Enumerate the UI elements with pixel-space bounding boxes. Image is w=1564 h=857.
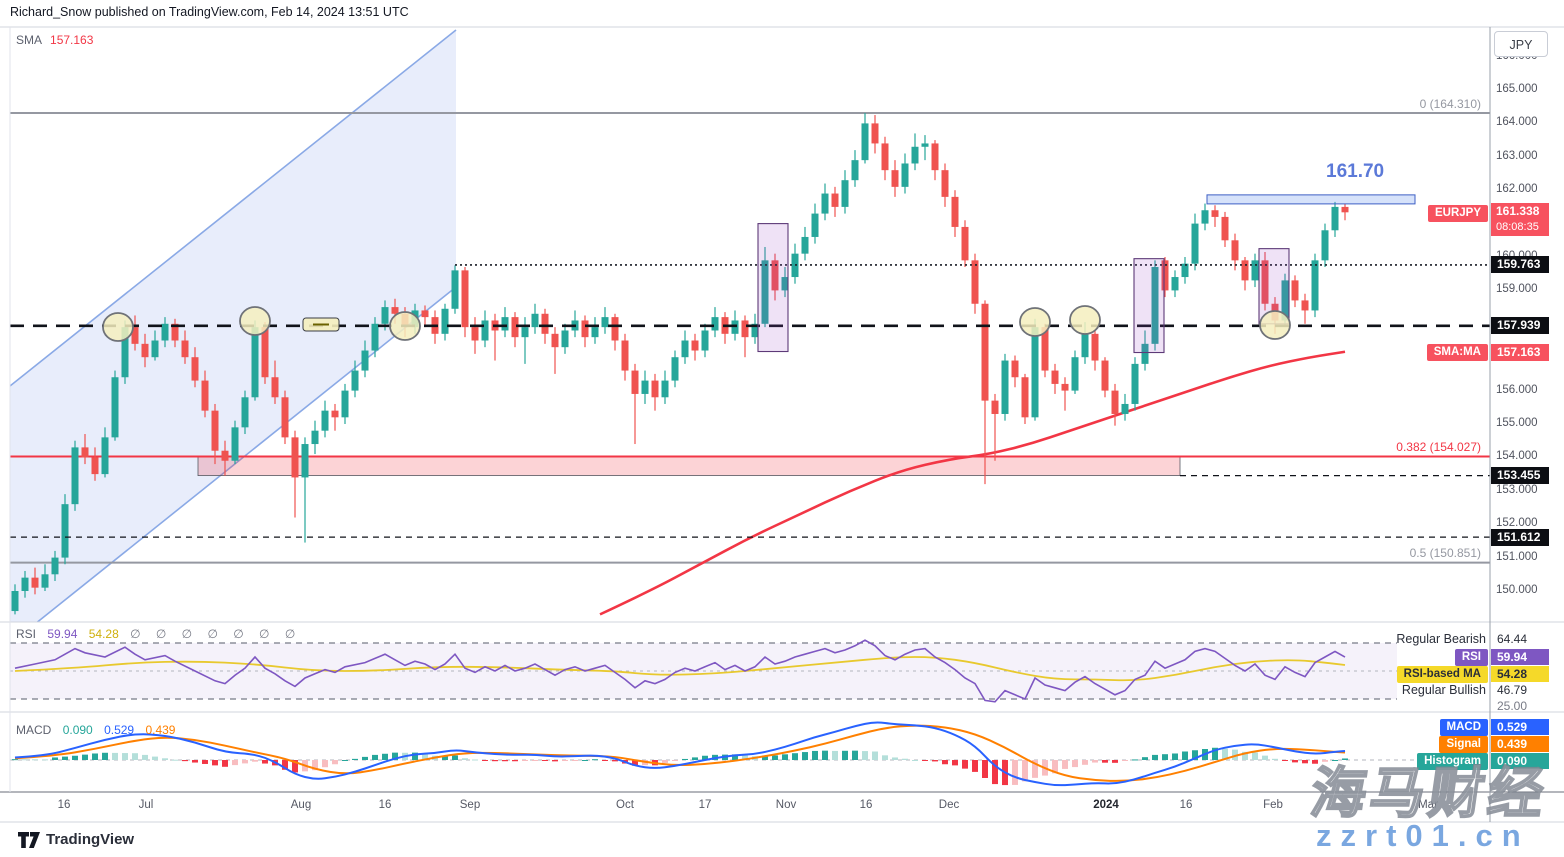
last-price-label: 161.338 08:08:35: [1491, 203, 1549, 236]
histogram-value-box: 0.090: [1491, 753, 1549, 769]
price-tick: 159.000: [1496, 283, 1538, 296]
rsi-hidden-plots-icons: ∅ ∅ ∅ ∅ ∅ ∅ ∅: [130, 627, 302, 641]
time-tick: 16: [859, 799, 873, 811]
price-tick: 154.000: [1496, 450, 1538, 463]
time-axis[interactable]: 16 Jul Aug 16 Sep Oct 17 Nov 16 Dec 2024 16 Feb Mar: [0, 799, 1564, 819]
price-level-label: 151.612: [1491, 528, 1549, 546]
price-level-label: 153.455: [1491, 467, 1549, 485]
rsi-label: RSI: [16, 627, 37, 641]
histogram-tag: Histogram: [1417, 753, 1488, 770]
time-tick: Sep: [459, 799, 481, 811]
price-tick: 150.000: [1496, 584, 1538, 596]
last-price-value: 161.338: [1496, 204, 1540, 218]
regular-bearish-value: 64.44: [1497, 632, 1528, 646]
rsi-ma-value-box: 54.28: [1491, 666, 1549, 682]
bar-countdown: 08:08:35: [1496, 221, 1539, 233]
rsi-pane-header: RSI 59.94 54.28 ∅ ∅ ∅ ∅ ∅ ∅ ∅: [16, 627, 301, 641]
price-tick: 156.000: [1496, 383, 1538, 396]
price-level-label: 157.939: [1491, 317, 1549, 335]
macd-signal-value: 0.439: [145, 723, 176, 737]
fib-382-label: 0.382 (154.027): [1396, 440, 1481, 454]
rsi-tag: RSI: [1454, 649, 1488, 666]
rsi-value: 59.94: [47, 627, 78, 641]
sma-legend: SMA 157.163: [16, 33, 93, 47]
sma-legend-label: SMA: [16, 33, 43, 47]
regular-bullish-label: Regular Bullish: [1401, 683, 1486, 697]
regular-bearish-label: Regular Bearish: [1396, 632, 1486, 646]
rsi-based-ma-tag: RSI-based MA: [1396, 666, 1488, 683]
macd-value-box: 0.529: [1491, 719, 1549, 735]
published-byline: Richard_Snow published on TradingView.co…: [10, 5, 409, 19]
price-tick: 151.000: [1496, 550, 1538, 563]
macd-pane-header: MACD 0.090 0.529 0.439: [16, 723, 175, 737]
time-tick: 2024: [1093, 799, 1119, 811]
rsi-value-box: 59.94: [1491, 649, 1549, 665]
sma-legend-value: 157.163: [50, 33, 94, 47]
sma-value-label: 157.163: [1491, 344, 1549, 361]
rsi-ma-value: 54.28: [88, 627, 119, 641]
price-tick: 153.000: [1496, 483, 1538, 496]
price-tick: 152.000: [1496, 517, 1538, 530]
time-tick: Feb: [1263, 799, 1283, 811]
price-tick: 164.000: [1496, 116, 1538, 129]
rsi-bottom-scale-value: 25.00: [1497, 699, 1528, 713]
time-tick: Dec: [938, 799, 960, 811]
sma-tag: SMA:MA: [1426, 344, 1488, 361]
time-tick: Nov: [775, 799, 797, 811]
currency-toggle-button[interactable]: JPY: [1494, 31, 1548, 57]
price-tick: 165.000: [1496, 83, 1538, 95]
time-tick: 16: [1179, 799, 1193, 811]
signal-tag: Signal: [1439, 736, 1488, 753]
signal-value-box: 0.439: [1491, 736, 1549, 752]
watermark-cn: 海马财经: [1306, 761, 1553, 825]
price-tick: 155.000: [1496, 417, 1538, 429]
macd-line-value: 0.529: [104, 723, 135, 737]
fib-50-label: 0.5 (150.851): [1409, 546, 1481, 560]
price-tick: 163.000: [1496, 149, 1538, 162]
macd-hist-value: 0.090: [62, 723, 93, 737]
tradingview-logo-icon: [18, 831, 40, 848]
tradingview-brand-text: TradingView: [46, 831, 135, 848]
time-tick: Mar: [1418, 799, 1438, 811]
symbol-tag: EURJPY: [1427, 205, 1488, 222]
price-level-label: 159.763: [1491, 256, 1549, 274]
tradingview-branding[interactable]: TradingView: [18, 831, 134, 848]
time-tick: 16: [57, 799, 71, 811]
watermark-url: zzrt01.cn: [1316, 818, 1530, 853]
time-tick: Oct: [616, 799, 634, 811]
price-tick: 162.000: [1496, 183, 1538, 196]
macd-label: MACD: [16, 723, 52, 737]
time-tick: Jul: [138, 799, 154, 811]
time-tick: 17: [698, 799, 712, 811]
macd-tag: MACD: [1439, 719, 1488, 736]
time-tick: 16: [378, 799, 392, 811]
time-tick: Aug: [290, 799, 312, 811]
resistance-price-label: 161.70: [1326, 161, 1385, 182]
fib-0-label: 0 (164.310): [1419, 97, 1481, 111]
regular-bullish-value: 46.79: [1497, 683, 1528, 697]
